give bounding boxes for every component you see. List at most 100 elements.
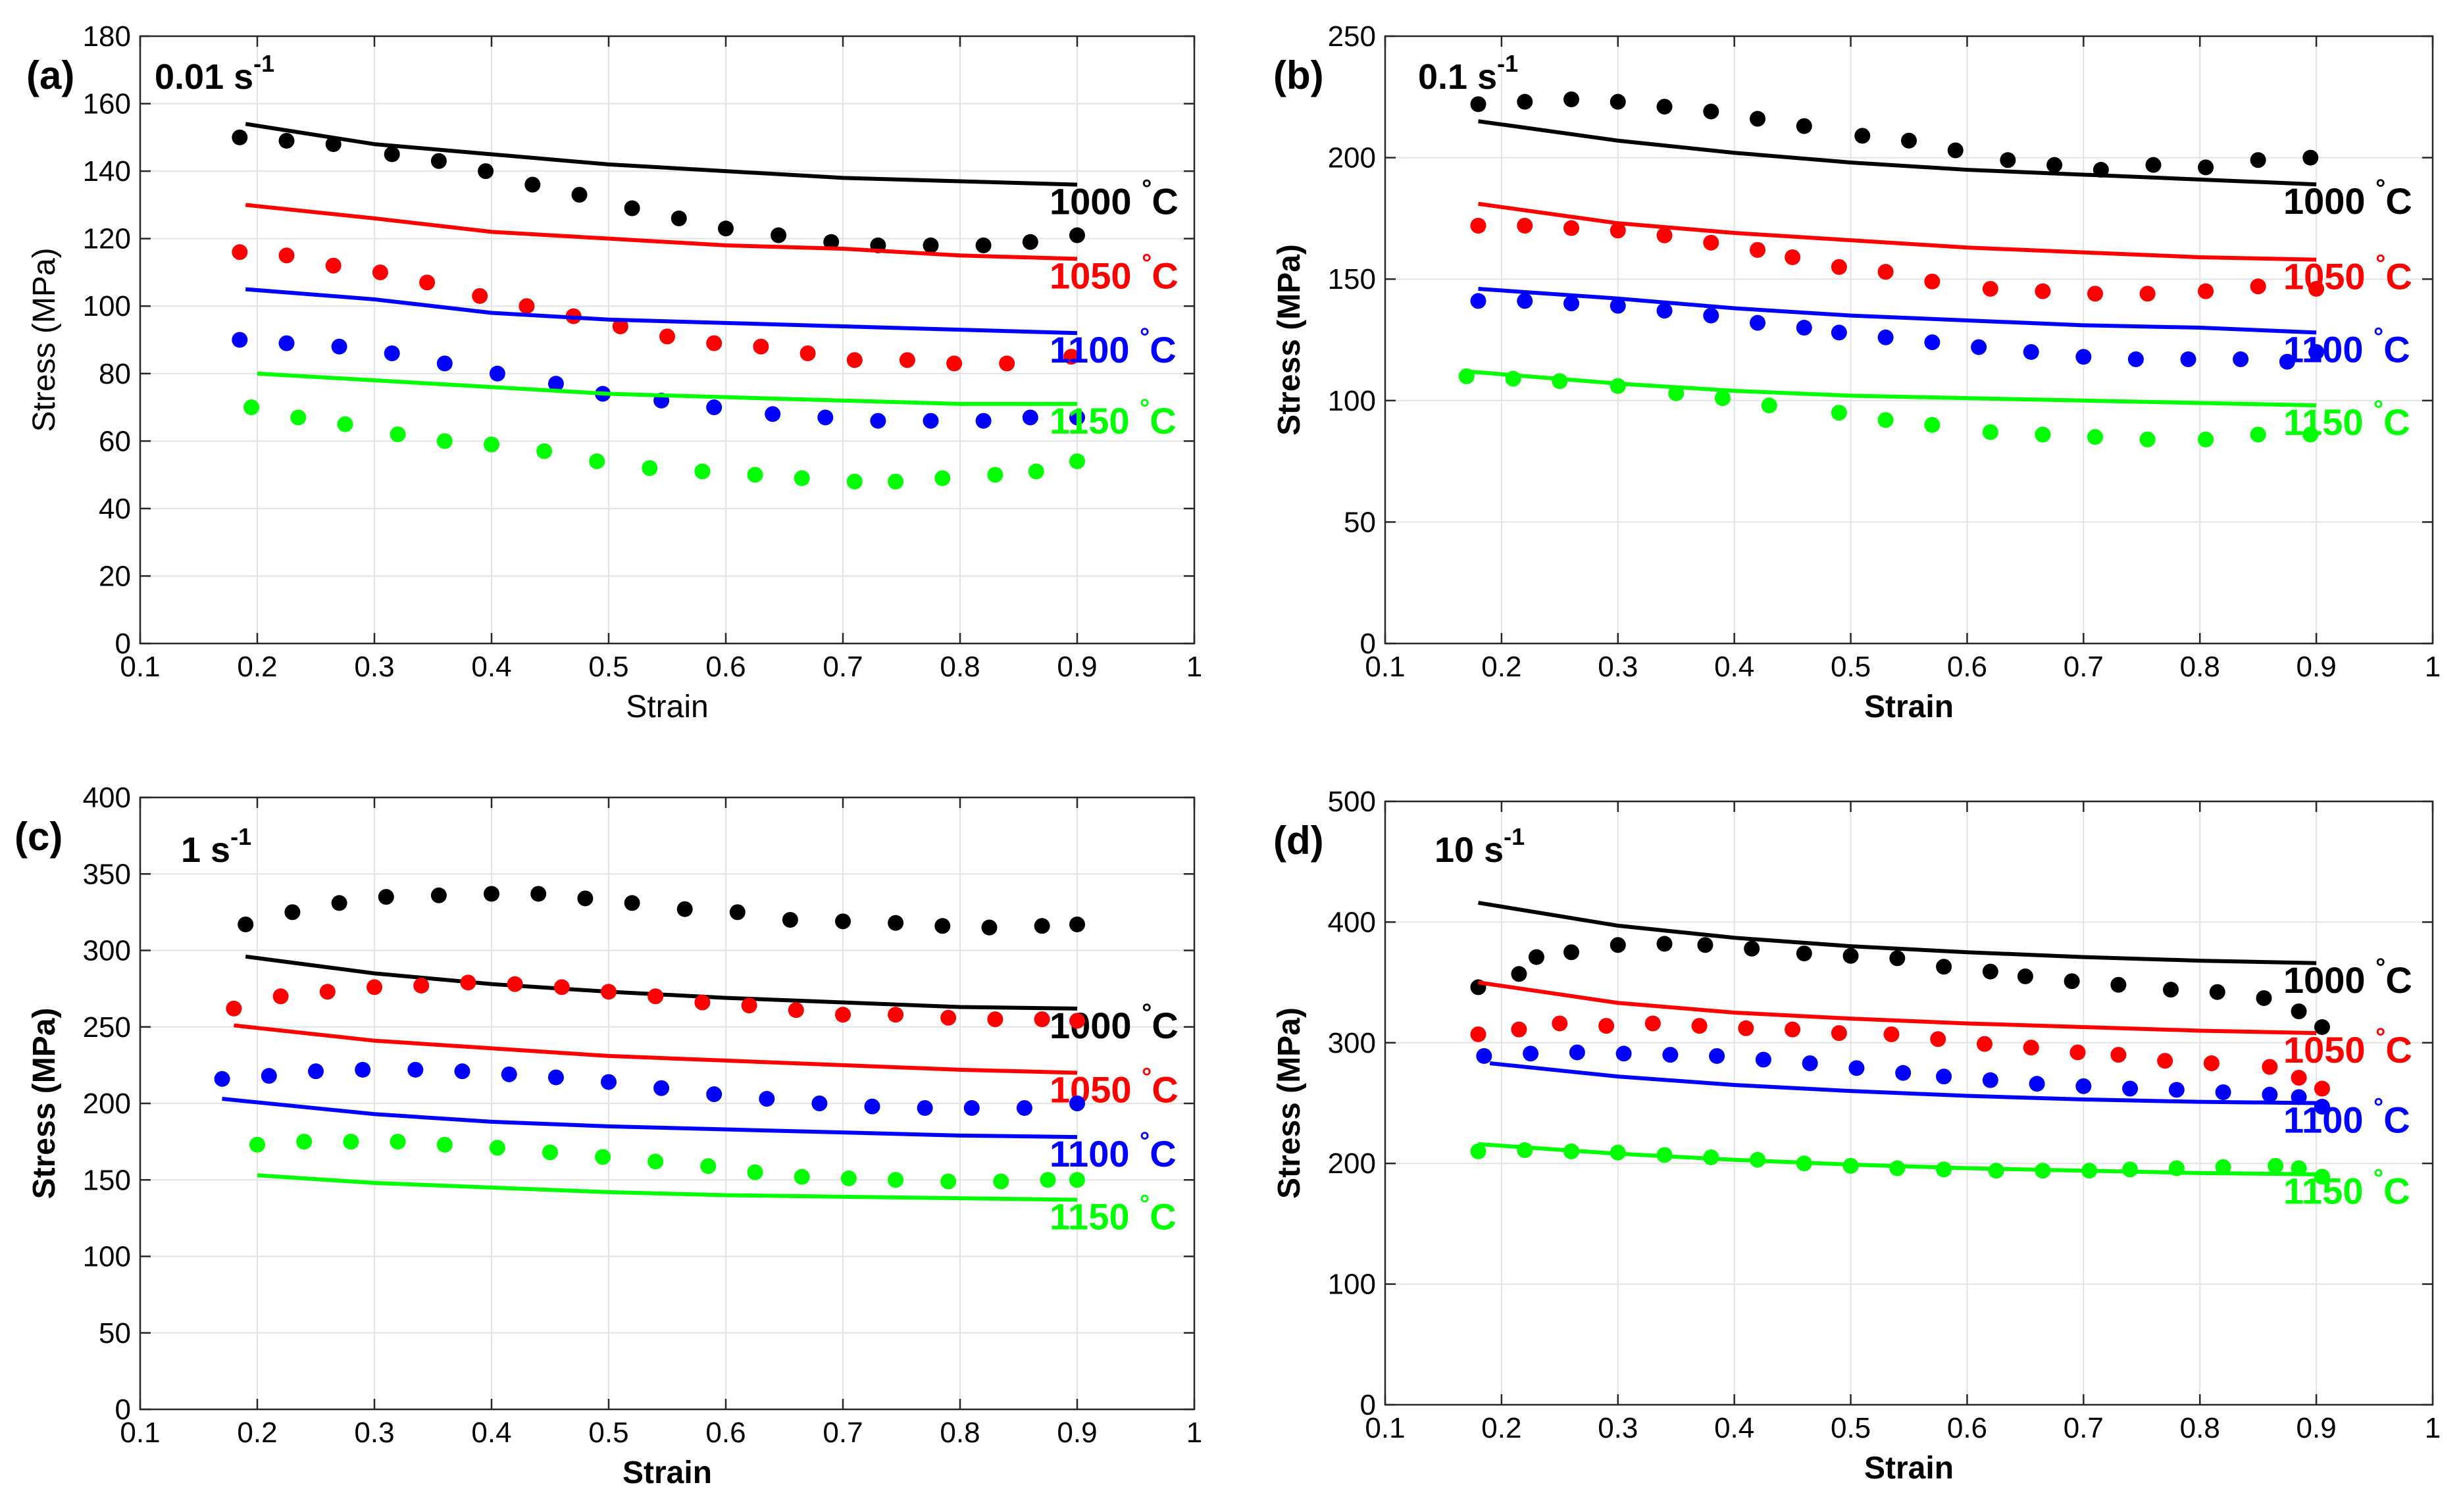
experimental-point bbox=[1016, 1099, 1032, 1116]
experimental-point bbox=[823, 234, 840, 250]
x-tick-label: 0.6 bbox=[705, 1417, 746, 1449]
series-1100: 1100 °C bbox=[232, 287, 1177, 429]
experimental-point bbox=[1842, 947, 1859, 964]
experimental-point bbox=[741, 997, 757, 1014]
experimental-point bbox=[1511, 1021, 1527, 1038]
y-tick-label: 120 bbox=[83, 223, 131, 255]
experimental-point bbox=[1069, 409, 1085, 426]
strain-rate-label: 0.1 s-1 bbox=[1418, 50, 1518, 97]
x-tick-label: 0.7 bbox=[2064, 651, 2104, 683]
experimental-point bbox=[934, 470, 951, 486]
experimental-point bbox=[1610, 297, 1626, 314]
experimental-point bbox=[765, 406, 781, 422]
panel-letter: (a) bbox=[26, 53, 74, 97]
x-tick-label: 1 bbox=[1186, 1417, 1202, 1449]
strain-rate-text: 0.1 s bbox=[1418, 57, 1497, 97]
experimental-point bbox=[888, 1172, 904, 1188]
experimental-point bbox=[940, 1009, 957, 1026]
experimental-point bbox=[2291, 1089, 2307, 1105]
experimental-point bbox=[2029, 1076, 2045, 1092]
experimental-point bbox=[1976, 1036, 1992, 1052]
y-tick-label: 500 bbox=[1328, 786, 1376, 818]
plot-area-frame bbox=[1384, 800, 2434, 1406]
y-tick-label: 100 bbox=[83, 290, 131, 322]
panel-d: 0.1 0.2 0.3 0.4 0.5 0.6 0.7 0.8 0.9 1 0 100 200 300 40… bbox=[1272, 786, 2441, 1486]
experimental-point bbox=[963, 1099, 980, 1116]
strain-rate-superscript: -1 bbox=[1504, 823, 1525, 850]
experimental-point bbox=[337, 416, 353, 432]
series-label-unit: C bbox=[2385, 959, 2412, 1001]
experimental-point bbox=[214, 1071, 230, 1087]
y-tick-label: 200 bbox=[1328, 142, 1376, 174]
experimental-point bbox=[1656, 936, 1673, 952]
panel-letter: (d) bbox=[1273, 819, 1324, 863]
x-tick-label: 0.5 bbox=[1831, 1412, 1871, 1444]
y-tick-label: 60 bbox=[99, 425, 131, 457]
degree-symbol: ° bbox=[2373, 323, 2383, 351]
experimental-point bbox=[1610, 1144, 1626, 1161]
experimental-point bbox=[835, 1007, 851, 1023]
experimental-point bbox=[706, 335, 723, 351]
experimental-point bbox=[718, 220, 734, 237]
experimental-point bbox=[601, 1074, 617, 1090]
experimental-point bbox=[2157, 1053, 2173, 1069]
experimental-point bbox=[1936, 959, 1952, 975]
predicted-line bbox=[222, 1097, 1078, 1140]
experimental-point bbox=[1662, 1047, 1679, 1063]
experimental-point bbox=[1656, 99, 1673, 115]
experimental-point bbox=[888, 915, 904, 931]
experimental-point bbox=[788, 1002, 804, 1019]
degree-symbol: ° bbox=[1140, 1128, 1150, 1155]
series-label-unit: C bbox=[2383, 401, 2410, 443]
experimental-point bbox=[436, 355, 453, 372]
y-tick-label: 140 bbox=[83, 155, 131, 188]
y-tick-label: 160 bbox=[83, 88, 131, 120]
experimental-point bbox=[794, 1169, 810, 1185]
experimental-point bbox=[1476, 1047, 1492, 1064]
series-label: 1000 °C bbox=[1050, 176, 1179, 222]
experimental-point bbox=[2035, 426, 2051, 443]
experimental-point bbox=[846, 352, 863, 368]
degree-symbol: ° bbox=[2375, 175, 2385, 203]
series-label-unit: C bbox=[2385, 256, 2412, 297]
experimental-point bbox=[390, 426, 406, 443]
x-tick-label: 0.3 bbox=[1598, 651, 1638, 683]
experimental-point bbox=[2064, 973, 2080, 990]
experimental-point bbox=[1802, 1055, 1818, 1071]
x-tick-label: 0.1 bbox=[1365, 1412, 1405, 1444]
experimental-point bbox=[1982, 280, 1998, 297]
y-tick-label: 0 bbox=[115, 1394, 131, 1426]
series-1000: 1000 °C bbox=[1470, 91, 2412, 222]
y-tick-label: 200 bbox=[1328, 1147, 1376, 1180]
experimental-point bbox=[694, 463, 711, 480]
experimental-point bbox=[319, 984, 336, 1000]
experimental-point bbox=[472, 288, 488, 304]
experimental-point bbox=[659, 328, 675, 345]
x-tick-label: 0.9 bbox=[1057, 1417, 1097, 1449]
degree-symbol: ° bbox=[2373, 1165, 2383, 1193]
experimental-point bbox=[1703, 307, 1719, 324]
x-axis-label: Strain bbox=[1864, 1451, 1954, 1486]
x-tick-label: 0.6 bbox=[705, 651, 746, 683]
experimental-point bbox=[1517, 293, 1533, 309]
plot-area-frame bbox=[1384, 35, 2434, 645]
y-tick-label: 0 bbox=[1360, 1389, 1376, 1421]
strain-rate-text: 0.01 s bbox=[155, 57, 253, 97]
experimental-point bbox=[1924, 273, 1941, 290]
experimental-point bbox=[1458, 368, 1475, 384]
experimental-point bbox=[454, 1063, 470, 1080]
experimental-point bbox=[1883, 1026, 1900, 1042]
experimental-point bbox=[771, 227, 787, 243]
series-label-value: 1050 bbox=[1050, 1069, 1142, 1111]
series-label-unit: C bbox=[2383, 328, 2410, 370]
strain-rate-superscript: -1 bbox=[253, 50, 274, 77]
series-label-unit: C bbox=[2383, 1171, 2410, 1212]
experimental-point bbox=[484, 436, 499, 453]
experimental-point bbox=[934, 918, 951, 934]
experimental-point bbox=[1615, 1046, 1632, 1062]
experimental-point bbox=[612, 318, 628, 334]
experimental-point bbox=[794, 470, 810, 486]
experimental-point bbox=[601, 984, 617, 1000]
y-axis-label: Stress (MPa) bbox=[27, 1008, 62, 1199]
experimental-point bbox=[2023, 1040, 2039, 1056]
